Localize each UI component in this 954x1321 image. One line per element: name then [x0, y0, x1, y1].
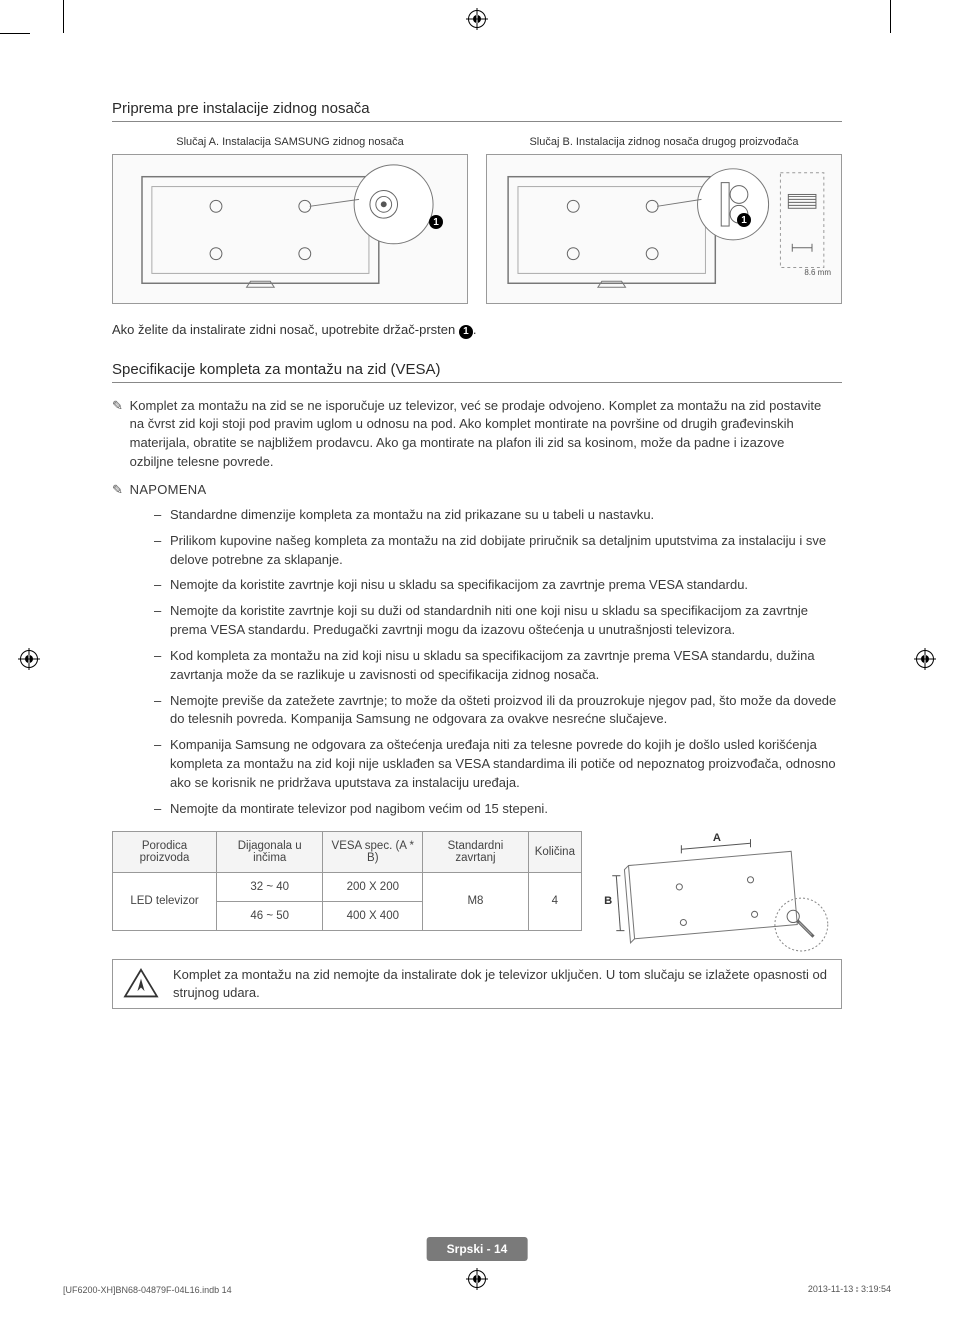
case-b-diagram: 1 8.6 mm: [486, 154, 842, 304]
dim-a: A: [713, 832, 721, 844]
footer-timestamp: 2013-11-13 ⦂ 3:19:54: [808, 1284, 891, 1295]
intro-text: Ako želite da instalirate zidni nosač, u…: [112, 322, 459, 337]
warning-text: Komplet za montažu na zid nemojte da ins…: [173, 966, 831, 1002]
table-row: LED televizor 32 ~ 40 200 X 200 M8 4: [113, 872, 582, 901]
page-content: Priprema pre instalacije zidnog nosača S…: [112, 100, 842, 1009]
warning-box: Komplet za montažu na zid nemojte da ins…: [112, 959, 842, 1009]
heading-priprema: Priprema pre instalacije zidnog nosača: [112, 100, 842, 122]
note-text: Komplet za montažu na zid se ne isporuču…: [130, 397, 828, 472]
cell-diag: 46 ~ 50: [217, 901, 323, 930]
list-item: Nemojte da koristite zavrtnje koji su du…: [154, 602, 842, 640]
cell-vesa: 200 X 200: [323, 872, 423, 901]
th-diagonal: Dijagonala u inčima: [217, 831, 323, 872]
list-item: Prilikom kupovine našeg kompleta za mont…: [154, 532, 842, 570]
case-a: Slučaj A. Instalacija SAMSUNG zidnog nos…: [112, 136, 468, 304]
registration-mark-icon: [468, 1270, 486, 1293]
th-qty: Količina: [528, 831, 581, 872]
vesa-table: Porodica proizvoda Dijagonala u inčima V…: [112, 831, 582, 931]
list-item: Nemojte da koristite zavrtnje koji nisu …: [154, 576, 842, 595]
note-paragraph: ✎ Komplet za montažu na zid se ne isporu…: [112, 397, 842, 472]
note-icon: ✎: [112, 397, 126, 416]
crop-mark: [0, 33, 30, 34]
case-b: Slučaj B. Instalacija zidnog nosača drug…: [486, 136, 842, 304]
th-family: Porodica proizvoda: [113, 831, 217, 872]
cell-qty: 4: [528, 872, 581, 930]
th-vesa: VESA spec. (A * B): [323, 831, 423, 872]
heading-vesa: Specifikacije kompleta za montažu na zid…: [112, 361, 842, 383]
list-item: Kompanija Samsung ne odgovara za oštećen…: [154, 736, 842, 793]
callout-number-icon: 1: [737, 213, 751, 227]
callout-number-icon: 1: [459, 325, 473, 339]
page-number-pill: Srpski - 14: [427, 1237, 528, 1261]
crop-mark: [63, 0, 64, 33]
intro-suffix: .: [473, 322, 477, 337]
cell-screw: M8: [423, 872, 528, 930]
bullet-list: Standardne dimenzije kompleta za montažu…: [154, 506, 842, 819]
cell-family: LED televizor: [113, 872, 217, 930]
registration-mark-icon: [916, 650, 934, 673]
table-header-row: Porodica proizvoda Dijagonala u inčima V…: [113, 831, 582, 872]
case-row: Slučaj A. Instalacija SAMSUNG zidnog nos…: [112, 136, 842, 304]
warning-icon: [123, 968, 159, 1000]
spacer-dimension: 8.6 mm: [804, 268, 831, 277]
callout-number-icon: 1: [429, 215, 443, 229]
case-a-diagram: 1: [112, 154, 468, 304]
case-b-title: Slučaj B. Instalacija zidnog nosača drug…: [486, 136, 842, 148]
list-item: Standardne dimenzije kompleta za montažu…: [154, 506, 842, 525]
napomena-heading: ✎ NAPOMENA: [112, 482, 842, 498]
th-screw: Standardni zavrtanj: [423, 831, 528, 872]
list-item: Nemojte previše da zatežete zavrtnje; to…: [154, 692, 842, 730]
cell-vesa: 400 X 400: [323, 901, 423, 930]
footer-filename: [UF6200-XH]BN68-04879F-04L16.indb 14: [63, 1285, 232, 1295]
registration-mark-icon: [20, 650, 38, 673]
table-and-diagram: Porodica proizvoda Dijagonala u inčima V…: [112, 831, 842, 941]
cell-diag: 32 ~ 40: [217, 872, 323, 901]
note-icon: ✎: [112, 482, 126, 498]
list-item: Kod kompleta za montažu na zid koji nisu…: [154, 647, 842, 685]
crop-mark: [890, 0, 891, 33]
napomena-label: NAPOMENA: [130, 482, 207, 497]
dim-b: B: [604, 895, 612, 907]
registration-mark-icon: [468, 10, 486, 33]
list-item: Nemojte da montirate televizor pod nagib…: [154, 800, 842, 819]
case-a-title: Slučaj A. Instalacija SAMSUNG zidnog nos…: [112, 136, 468, 148]
vesa-diagram: A B: [598, 831, 842, 941]
intro-sentence: Ako želite da instalirate zidni nosač, u…: [112, 322, 842, 339]
